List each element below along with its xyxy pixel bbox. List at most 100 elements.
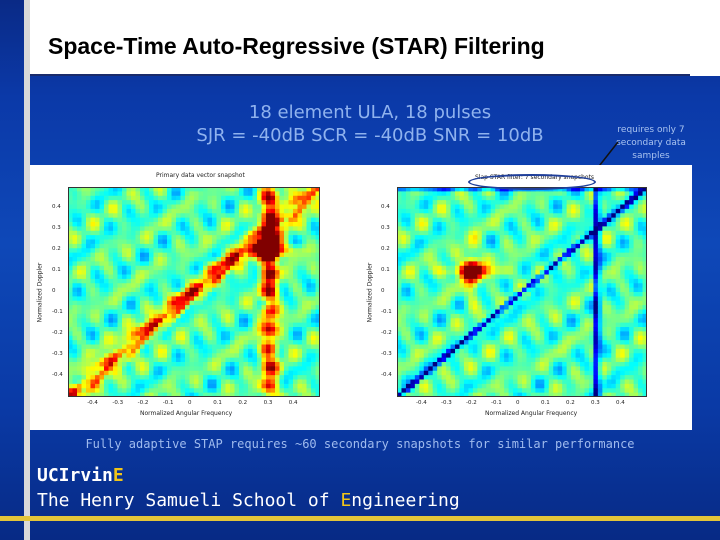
heatmap-cell [584,270,590,276]
heatmap-cell [221,353,227,359]
heatmap-cell [239,217,245,223]
heatmap-cell [397,383,403,389]
heatmap-cell [566,270,572,276]
heatmap-cell [441,309,447,315]
heatmap-cell [414,296,420,302]
heatmap-cell [410,217,416,223]
heatmap-cell [86,366,92,372]
heatmap-cell [459,375,465,381]
heatmap-cell [437,296,443,302]
heatmap-cell [198,252,204,258]
heatmap-cell [450,383,456,389]
heatmap-cell [405,287,411,293]
heatmap-cell [185,243,191,249]
heatmap-cell [144,313,150,319]
heatmap-cell [517,274,523,280]
heatmap-cell [566,366,572,372]
heatmap-cell [167,309,173,315]
x-tick-label: 0.4 [288,400,298,406]
heatmap-cell [288,270,294,276]
heatmap-cell [495,335,501,341]
heatmap-cell [81,309,87,315]
heatmap-cell [104,340,110,346]
heatmap-cell [212,296,218,302]
heatmap-cell [252,261,258,267]
heatmap-cell [450,204,456,210]
heatmap-cell [315,370,320,376]
heatmap-cell [584,353,590,359]
heatmap-cell [513,331,519,337]
heatmap-cell [486,222,492,227]
heatmap-cell [153,357,159,363]
heatmap-cell [455,348,461,354]
heatmap-cell [428,340,434,346]
heatmap-cell [539,335,545,341]
heatmap-cell [459,213,465,219]
heatmap-cell [207,362,213,367]
heatmap-cell [270,379,276,385]
heatmap-cell [530,239,536,245]
heatmap-cell [441,230,447,236]
heatmap-cell [508,313,514,319]
heatmap-cell [86,383,92,389]
heatmap-cell [185,366,191,372]
heatmap-cell [221,261,227,267]
heatmap-cell [284,296,290,302]
heatmap-cell [401,318,407,324]
heatmap-cell [167,257,173,262]
heatmap-cell [140,357,146,363]
heatmap-cell [432,187,438,192]
heatmap-cell [419,270,425,276]
heatmap-cell [544,344,550,350]
heatmap-cell [140,322,146,328]
heatmap-cell [270,239,276,245]
heatmap-cell [486,270,492,276]
heatmap-cell [606,239,612,245]
heatmap-cell [428,335,434,341]
heatmap-cell [481,370,487,376]
heatmap-cell [490,366,496,372]
heatmap-cell [566,283,572,289]
heatmap-cell [108,278,114,284]
heatmap-cell [495,383,501,389]
heatmap-cell [315,318,320,324]
heatmap-cell [266,226,272,232]
heatmap-cell [526,327,532,332]
heatmap-cell [194,305,200,311]
heatmap-cell [284,300,290,306]
heatmap-cell [602,340,608,346]
heatmap-cell [580,217,586,223]
heatmap-cell [306,300,312,306]
heatmap-cell [297,191,303,197]
heatmap-cell [544,318,550,324]
heatmap-cell [257,248,263,254]
heatmap-cell [72,388,78,394]
heatmap-cell [216,388,222,394]
heatmap-cell [481,331,487,337]
heatmap-cell [95,292,101,297]
heatmap-cell [397,261,403,267]
heatmap-cell [504,195,510,201]
heatmap-cell [486,217,492,223]
heatmap-cell [428,366,434,372]
heatmap-cell [149,274,155,280]
heatmap-cell [450,388,456,394]
heatmap-cell [311,248,317,254]
heatmap-cell [522,318,528,324]
heatmap-cell [539,392,545,397]
heatmap-cell [490,375,496,381]
heatmap-cell [530,226,536,232]
heatmap-cell [239,278,245,284]
heatmap-cell [207,213,213,219]
heatmap-cell [544,322,550,328]
heatmap-cell [113,340,119,346]
heatmap-cell [517,252,523,258]
x-tick-label: -0.2 [137,400,149,406]
heatmap-cell [548,300,554,306]
heatmap-cell [580,353,586,359]
heatmap-cell [423,243,429,249]
heatmap-cell [216,318,222,324]
heatmap-cell [270,348,276,354]
heatmap-cell [513,195,519,201]
heatmap-cell [535,287,541,293]
